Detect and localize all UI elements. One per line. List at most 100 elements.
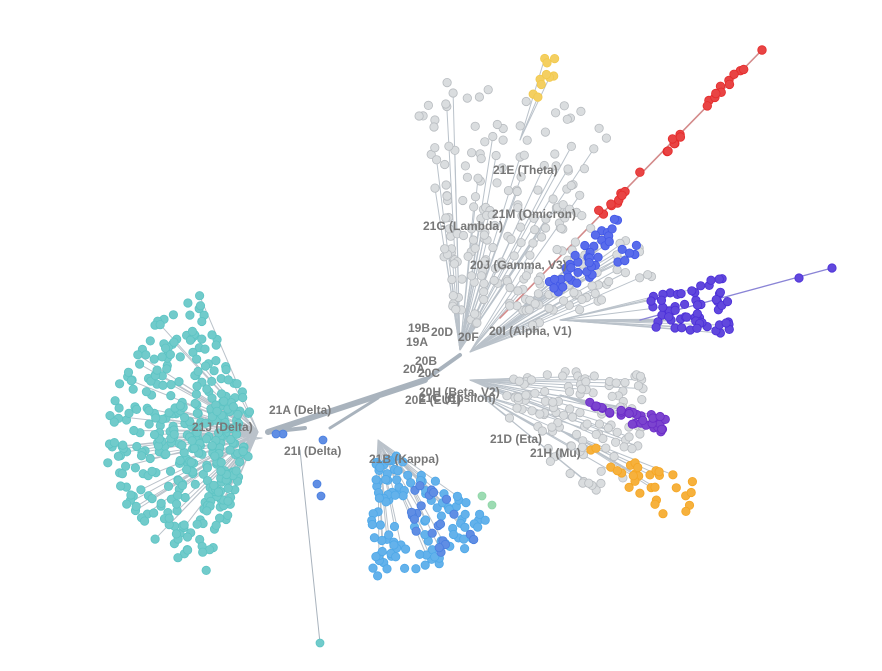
sample-node[interactable]: [563, 164, 573, 174]
sample-node[interactable]: [444, 141, 454, 151]
sample-node[interactable]: [211, 520, 221, 530]
sample-node[interactable]: [571, 429, 582, 439]
sample-node[interactable]: [375, 520, 385, 530]
sample-node[interactable]: [377, 546, 387, 557]
sample-node[interactable]: [611, 378, 621, 388]
sample-node[interactable]: [430, 143, 440, 153]
clade-label-20c[interactable]: 20C: [418, 366, 440, 380]
sample-node[interactable]: [128, 384, 138, 394]
sample-node[interactable]: [369, 533, 379, 543]
sample-node[interactable]: [496, 257, 506, 267]
sample-node[interactable]: [566, 441, 577, 451]
sample-node[interactable]: [166, 379, 176, 390]
sample-node[interactable]: [441, 180, 451, 190]
sample-node[interactable]: [462, 93, 472, 103]
sample-node[interactable]: [458, 230, 469, 241]
sample-node[interactable]: [739, 64, 749, 75]
sample-node[interactable]: [692, 323, 702, 333]
sample-node[interactable]: [601, 133, 612, 143]
sample-node[interactable]: [794, 273, 804, 283]
sample-node[interactable]: [228, 402, 238, 412]
sample-node[interactable]: [516, 238, 526, 248]
sample-node[interactable]: [163, 481, 174, 491]
sample-node[interactable]: [149, 430, 160, 440]
sample-node[interactable]: [542, 370, 552, 380]
sample-node[interactable]: [620, 377, 630, 388]
sample-node[interactable]: [601, 443, 611, 453]
sample-node[interactable]: [136, 485, 146, 495]
sample-node[interactable]: [211, 340, 221, 350]
sample-node[interactable]: [617, 244, 627, 254]
sample-node[interactable]: [692, 300, 703, 310]
sample-node[interactable]: [420, 560, 430, 570]
sample-node[interactable]: [656, 295, 667, 305]
sample-node[interactable]: [547, 422, 557, 432]
sample-node[interactable]: [435, 519, 446, 529]
sample-node[interactable]: [367, 519, 377, 530]
sample-node[interactable]: [447, 274, 457, 285]
sample-node[interactable]: [513, 203, 523, 213]
sample-node[interactable]: [607, 224, 617, 234]
sample-node[interactable]: [722, 296, 733, 307]
sample-node[interactable]: [513, 286, 523, 296]
sample-node[interactable]: [604, 237, 614, 247]
clade-label-21c[interactable]: 21C (Epsilon): [419, 391, 496, 405]
sample-node[interactable]: [757, 45, 767, 55]
sample-node[interactable]: [541, 69, 552, 80]
sample-node[interactable]: [490, 220, 500, 231]
sample-node[interactable]: [423, 100, 433, 111]
sample-node[interactable]: [192, 381, 202, 391]
sample-node[interactable]: [492, 119, 502, 130]
sample-node[interactable]: [461, 497, 471, 508]
sample-node[interactable]: [436, 511, 446, 521]
sample-node[interactable]: [657, 424, 667, 434]
sample-node[interactable]: [515, 121, 525, 131]
sample-node[interactable]: [686, 487, 696, 498]
sample-node[interactable]: [529, 213, 539, 223]
sample-node[interactable]: [177, 440, 187, 450]
sample-node[interactable]: [441, 99, 451, 109]
sample-node[interactable]: [596, 466, 606, 476]
sample-node[interactable]: [679, 299, 690, 309]
sample-node[interactable]: [549, 283, 559, 293]
sample-node[interactable]: [612, 427, 622, 437]
sample-node[interactable]: [646, 296, 656, 306]
sample-node[interactable]: [667, 134, 678, 144]
sample-node[interactable]: [504, 413, 515, 423]
sample-node[interactable]: [664, 312, 674, 322]
sample-node[interactable]: [469, 534, 479, 545]
sample-node[interactable]: [702, 101, 713, 111]
sample-node[interactable]: [559, 101, 569, 111]
sample-node[interactable]: [557, 371, 568, 381]
sample-node[interactable]: [617, 190, 627, 201]
sample-node[interactable]: [200, 418, 210, 428]
sample-node[interactable]: [586, 223, 596, 233]
sample-node[interactable]: [209, 480, 219, 490]
sample-node[interactable]: [533, 289, 544, 299]
sample-node[interactable]: [564, 387, 575, 397]
sample-node[interactable]: [411, 564, 421, 574]
sample-node[interactable]: [502, 391, 512, 401]
sample-node[interactable]: [384, 530, 394, 540]
sample-node[interactable]: [374, 493, 384, 503]
sample-node[interactable]: [400, 544, 411, 554]
sample-node[interactable]: [558, 200, 568, 210]
sample-node[interactable]: [165, 349, 175, 360]
sample-node[interactable]: [398, 491, 408, 501]
sample-node[interactable]: [512, 403, 522, 413]
sample-node[interactable]: [185, 335, 195, 345]
sample-node[interactable]: [223, 510, 233, 520]
sample-node[interactable]: [470, 121, 480, 131]
sample-node[interactable]: [559, 410, 569, 420]
sample-node[interactable]: [544, 303, 554, 313]
sample-node[interactable]: [173, 553, 183, 563]
sample-node[interactable]: [558, 296, 569, 306]
sample-node[interactable]: [166, 390, 176, 401]
sample-node[interactable]: [151, 413, 161, 423]
sample-node[interactable]: [681, 506, 691, 516]
sample-node[interactable]: [535, 409, 545, 419]
sample-node[interactable]: [483, 85, 493, 95]
sample-node[interactable]: [566, 141, 577, 151]
clade-label-21d[interactable]: 21D (Eta): [490, 432, 542, 446]
sample-node[interactable]: [197, 334, 207, 344]
